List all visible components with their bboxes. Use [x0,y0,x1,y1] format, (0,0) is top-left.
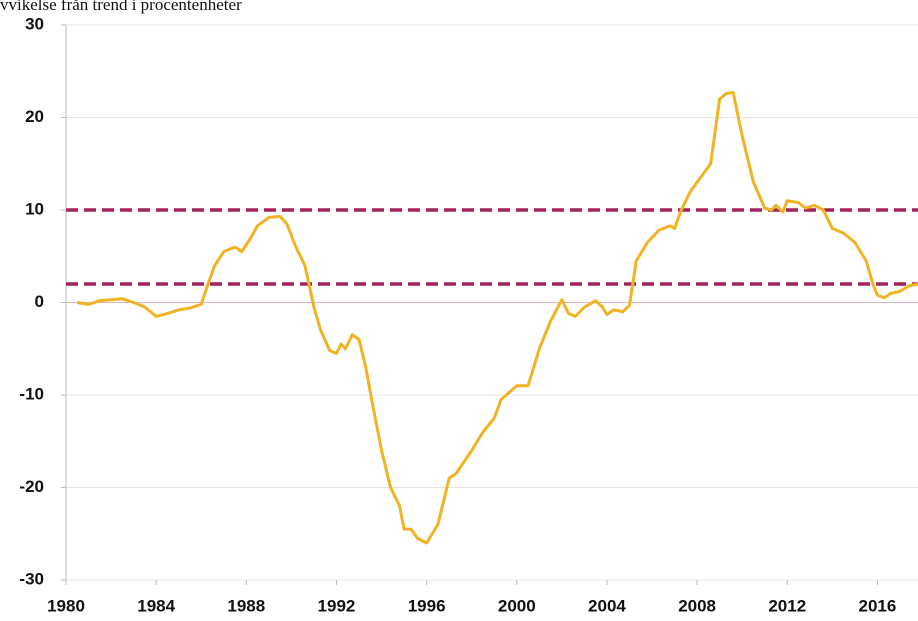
x-tick-label: 2008 [678,596,716,615]
x-tick-label: 2000 [498,596,536,615]
x-tick-label: 2016 [859,596,897,615]
x-tick-label: 1996 [408,596,446,615]
y-tick-label: 20 [25,107,44,126]
x-tick-label: 1980 [47,596,85,615]
y-tick-label: -20 [19,477,44,496]
x-tick-label: 2012 [768,596,806,615]
y-tick-label: -10 [19,384,44,403]
y-tick-label: 0 [35,292,44,311]
x-tick-label: 1984 [137,596,175,615]
x-tick-label: 1988 [227,596,265,615]
y-tick-label: 30 [25,14,44,33]
data-line [77,91,918,545]
y-tick-label: -30 [19,569,44,588]
x-tick-label: 2004 [588,596,626,615]
x-tick-label: 1992 [318,596,356,615]
y-tick-label: 10 [25,199,44,218]
chart-title: vvikelse från trend i procentenheter [0,0,242,14]
